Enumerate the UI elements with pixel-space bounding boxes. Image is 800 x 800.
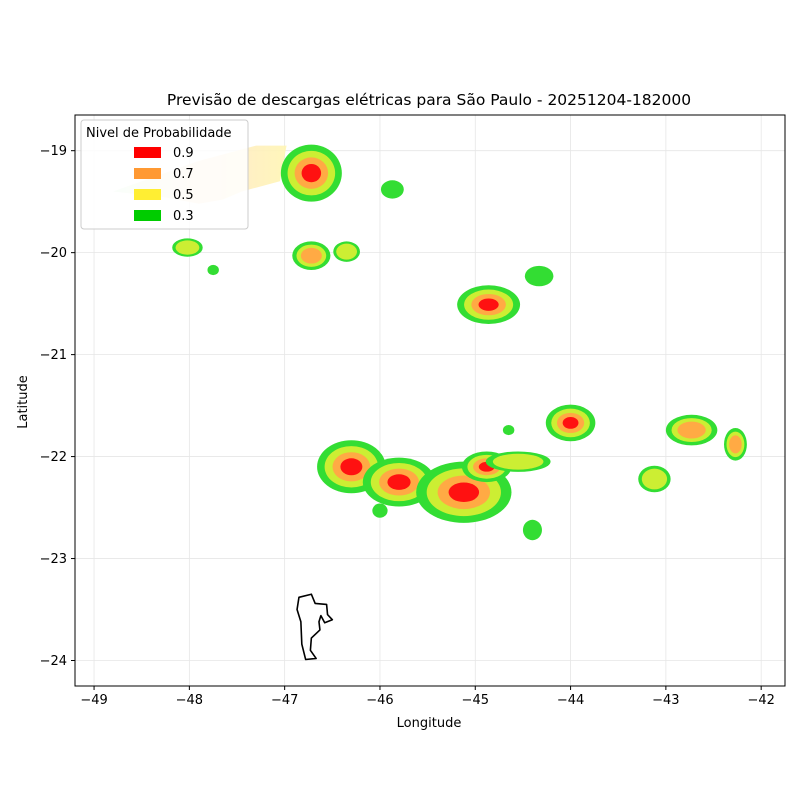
x-axis-label: Longitude [397, 716, 462, 731]
probability-level-0-5 [336, 243, 358, 260]
y-tick-label: −20 [40, 246, 67, 261]
probability-cell [207, 264, 219, 276]
probability-level-0-7 [677, 421, 706, 439]
probability-cell [457, 285, 521, 325]
y-tick-label: −22 [40, 450, 67, 465]
y-tick-label: −21 [40, 348, 67, 363]
probability-level-0-7 [300, 247, 322, 264]
x-tick-label: −45 [462, 693, 489, 708]
probability-level-0-5 [492, 453, 544, 470]
legend-box [80, 119, 249, 230]
y-tick-label: −19 [40, 144, 67, 159]
probability-cell [333, 241, 360, 262]
probability-level-0-9 [562, 417, 579, 429]
legend-swatch [134, 168, 161, 179]
legend-label: 0.5 [173, 188, 194, 203]
legend-label: 0.9 [173, 146, 194, 161]
probability-level-0-3 [380, 180, 404, 199]
probability-cell [524, 265, 554, 287]
legend-label: 0.7 [173, 167, 194, 182]
probability-level-0-3 [522, 519, 542, 541]
legend-swatch [134, 210, 161, 221]
x-tick-label: −44 [557, 693, 584, 708]
x-tick-label: −43 [652, 693, 679, 708]
probability-cell [485, 451, 551, 472]
probability-level-0-9 [301, 163, 322, 183]
legend: Nivel de Probabilidade 0.9 0.7 0.5 0.3 [80, 119, 249, 230]
probability-level-0-9 [448, 482, 480, 503]
probability-cell [638, 465, 671, 493]
probability-cell [372, 503, 388, 518]
x-tick-label: −47 [271, 693, 298, 708]
legend-swatch [134, 189, 161, 200]
probability-level-0-3 [524, 265, 554, 287]
chart-title: Previsão de descargas elétricas para São… [167, 91, 691, 109]
y-axis-label: Latitude [16, 375, 31, 429]
probability-level-0-9 [340, 458, 363, 476]
probability-level-0-3 [372, 503, 388, 518]
x-tick-label: −46 [366, 693, 393, 708]
probability-level-0-5 [641, 468, 668, 490]
probability-cell [172, 238, 203, 257]
probability-cell [380, 180, 404, 199]
x-tick-label: −48 [176, 693, 203, 708]
probability-cell [461, 451, 512, 483]
probability-cell [522, 519, 542, 541]
probability-cell [724, 428, 747, 461]
legend-entries: 0.9 0.7 0.5 0.3 [134, 146, 194, 224]
probability-cell [292, 241, 331, 270]
probability-cell [280, 144, 342, 202]
legend-label: 0.3 [173, 209, 194, 224]
axes-frame [74, 114, 786, 687]
sao-paulo-outline [296, 593, 334, 661]
y-tick-label: −24 [40, 654, 67, 669]
x-tick-label: −49 [80, 693, 107, 708]
axis-ticks: −49 −48 −47 −46 −45 −44 −43 −42 −19 −20 −21 −22 −23 −… [40, 144, 775, 708]
grid-lines [75, 115, 785, 686]
probability-cell [545, 404, 596, 442]
legend-title: Nivel de Probabilidade [86, 126, 232, 141]
probability-level-0-3 [502, 424, 515, 436]
probability-level-0-9 [478, 298, 499, 311]
plot-area [113, 144, 747, 661]
probability-level-0-7 [729, 435, 742, 454]
legend-swatch [134, 147, 161, 158]
y-tick-label: −23 [40, 552, 67, 567]
probability-level-0-3 [207, 264, 219, 276]
probability-level-0-9 [387, 474, 411, 490]
probability-cell [502, 424, 515, 436]
x-tick-label: −42 [747, 693, 774, 708]
probability-cell [665, 414, 718, 446]
probability-level-0-5 [175, 240, 200, 255]
